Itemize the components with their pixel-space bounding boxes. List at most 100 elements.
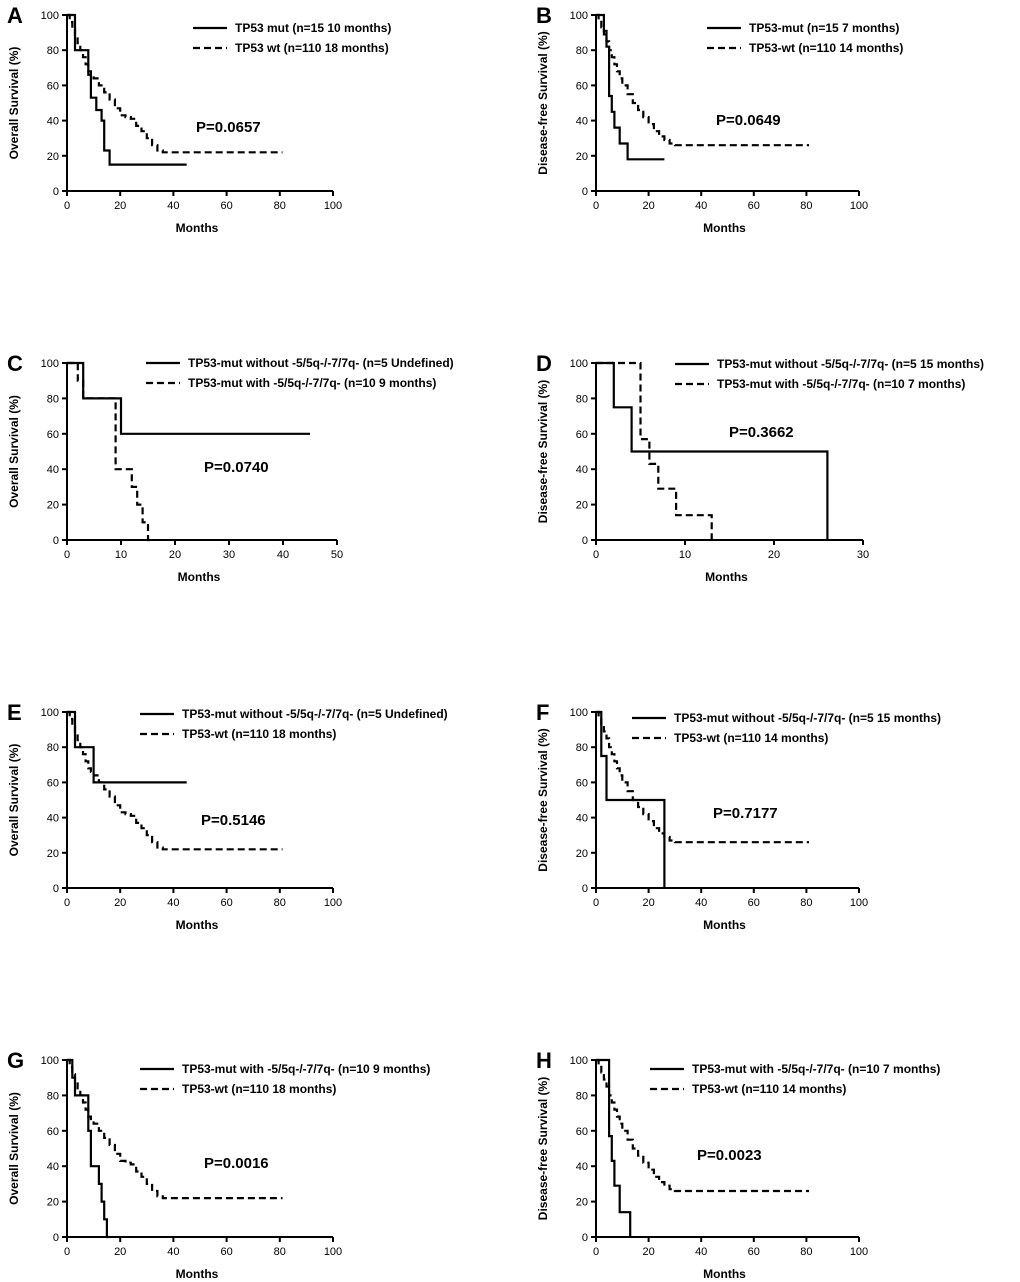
x-tick-label: 80 xyxy=(274,897,286,909)
x-axis-title: Months xyxy=(178,570,221,584)
legend-label: TP53-mut without -5/5q-/-7/7q- (n=5 15 m… xyxy=(717,357,984,371)
panel-letter: F xyxy=(536,700,549,725)
y-tick-label: 60 xyxy=(576,80,588,92)
y-tick-label: 60 xyxy=(47,80,59,92)
y-tick-label: 80 xyxy=(576,742,588,754)
survival-curve-dashed xyxy=(596,361,713,540)
x-tick-label: 100 xyxy=(850,200,868,212)
panel-letter: A xyxy=(7,3,23,28)
y-axis-title: Overall Survival (%) xyxy=(7,47,21,160)
x-tick-label: 20 xyxy=(114,1246,126,1258)
y-tick-label: 0 xyxy=(53,1232,59,1244)
survival-curve-dashed xyxy=(596,1058,809,1193)
y-tick-label: 60 xyxy=(47,1126,59,1138)
y-tick-label: 100 xyxy=(570,1055,588,1067)
y-tick-label: 100 xyxy=(41,10,59,22)
panel-letter: H xyxy=(536,1048,552,1073)
y-tick-label: 80 xyxy=(47,1090,59,1102)
x-tick-label: 40 xyxy=(167,200,179,212)
y-tick-label: 100 xyxy=(41,358,59,370)
legend-label: TP53-mut with -5/5q-/-7/7q- (n=10 7 mont… xyxy=(717,377,965,391)
survival-curve-solid xyxy=(67,710,187,784)
x-tick-label: 20 xyxy=(114,200,126,212)
x-tick-label: 20 xyxy=(642,200,654,212)
p-value-label: P=0.0649 xyxy=(716,112,781,129)
x-tick-label: 0 xyxy=(593,200,599,212)
x-axis-title: Months xyxy=(176,918,219,932)
legend-label: TP53-mut without -5/5q-/-7/7q- (n=5 Unde… xyxy=(182,707,448,721)
y-tick-label: 60 xyxy=(576,777,588,789)
y-tick-label: 40 xyxy=(576,1161,588,1173)
panel-c: C 0 20 40 60 80 100 0 10 20 30 40 50 Months Overall Su… xyxy=(7,351,454,584)
x-tick-label: 50 xyxy=(331,549,343,561)
y-tick-label: 40 xyxy=(47,1161,59,1173)
y-tick-label: 0 xyxy=(582,883,588,895)
x-tick-label: 0 xyxy=(64,549,70,561)
x-tick-label: 40 xyxy=(695,200,707,212)
x-tick-label: 20 xyxy=(114,897,126,909)
panel-letter: E xyxy=(7,700,22,725)
survival-curve-dashed xyxy=(67,361,154,542)
survival-curve-dashed xyxy=(596,13,809,147)
x-tick-label: 80 xyxy=(800,200,812,212)
panel-letter: B xyxy=(536,3,552,28)
p-value-label: P=0.3662 xyxy=(729,424,794,441)
x-tick-label: 60 xyxy=(748,897,760,909)
y-tick-label: 100 xyxy=(41,1055,59,1067)
panel-g: G 0 20 40 60 80 100 0 20 40 60 80 100 Months Overall S… xyxy=(7,1048,430,1281)
y-tick-label: 40 xyxy=(47,116,59,128)
y-tick-label: 60 xyxy=(576,1126,588,1138)
panel-f: F 0 20 40 60 80 100 0 20 40 60 80 100 Months Disease-f… xyxy=(536,700,941,932)
x-tick-label: 20 xyxy=(642,1246,654,1258)
x-tick-label: 80 xyxy=(274,1246,286,1258)
y-tick-label: 0 xyxy=(53,535,59,547)
y-tick-label: 20 xyxy=(47,151,59,163)
x-tick-label: 20 xyxy=(768,549,780,561)
x-tick-label: 40 xyxy=(695,1246,707,1258)
y-tick-label: 100 xyxy=(570,707,588,719)
legend-label: TP53-mut with -5/5q-/-7/7q- (n=10 9 mont… xyxy=(188,376,436,390)
x-tick-label: 0 xyxy=(593,1246,599,1258)
y-tick-label: 60 xyxy=(576,429,588,441)
legend-label: TP53-mut with -5/5q-/-7/7q- (n=10 7 mont… xyxy=(692,1062,940,1076)
p-value-label: P=0.0016 xyxy=(204,1155,269,1172)
panel-letter: G xyxy=(7,1048,24,1073)
x-tick-label: 30 xyxy=(857,549,869,561)
y-tick-label: 20 xyxy=(576,1197,588,1209)
x-axis-title: Months xyxy=(703,918,746,932)
y-tick-label: 0 xyxy=(582,1232,588,1244)
legend-label: TP53-mut (n=15 7 months) xyxy=(749,21,899,35)
survival-curve-dashed xyxy=(596,710,809,844)
x-tick-label: 60 xyxy=(220,1246,232,1258)
x-tick-label: 20 xyxy=(169,549,181,561)
y-axis-title: Disease-free Survival (%) xyxy=(536,31,550,174)
y-axis-title: Disease-free Survival (%) xyxy=(536,728,550,871)
x-tick-label: 10 xyxy=(115,549,127,561)
x-axis-title: Months xyxy=(176,221,219,235)
y-tick-label: 80 xyxy=(576,45,588,57)
survival-curve-solid xyxy=(596,710,666,888)
panel-e: E 0 20 40 60 80 100 0 20 40 60 80 100 Months Overall S… xyxy=(7,700,448,932)
legend-label: TP53-wt (n=110 18 months) xyxy=(182,727,336,741)
panel-a: A 0 20 40 60 80 100 0 20 40 60 80 100 Months Overall S… xyxy=(7,3,391,235)
x-tick-label: 100 xyxy=(850,1246,868,1258)
y-tick-label: 100 xyxy=(41,707,59,719)
legend-label: TP53-mut without -5/5q-/-7/7q- (n=5 Unde… xyxy=(188,356,454,370)
x-axis-title: Months xyxy=(705,570,748,584)
x-axis-title: Months xyxy=(176,1267,219,1281)
x-tick-label: 100 xyxy=(324,1246,342,1258)
survival-curve-dashed xyxy=(67,13,283,154)
y-tick-label: 40 xyxy=(576,464,588,476)
legend-label: TP53 wt (n=110 18 months) xyxy=(235,41,389,55)
y-tick-label: 20 xyxy=(576,500,588,512)
x-tick-label: 60 xyxy=(220,897,232,909)
x-tick-label: 40 xyxy=(695,897,707,909)
y-tick-label: 40 xyxy=(47,813,59,825)
panel-letter: C xyxy=(7,351,23,376)
y-tick-label: 20 xyxy=(47,500,59,512)
panel-letter: D xyxy=(536,351,552,376)
y-tick-label: 0 xyxy=(53,883,59,895)
y-tick-label: 60 xyxy=(47,777,59,789)
survival-curve-solid xyxy=(67,13,187,166)
survival-curve-solid xyxy=(67,1058,110,1239)
